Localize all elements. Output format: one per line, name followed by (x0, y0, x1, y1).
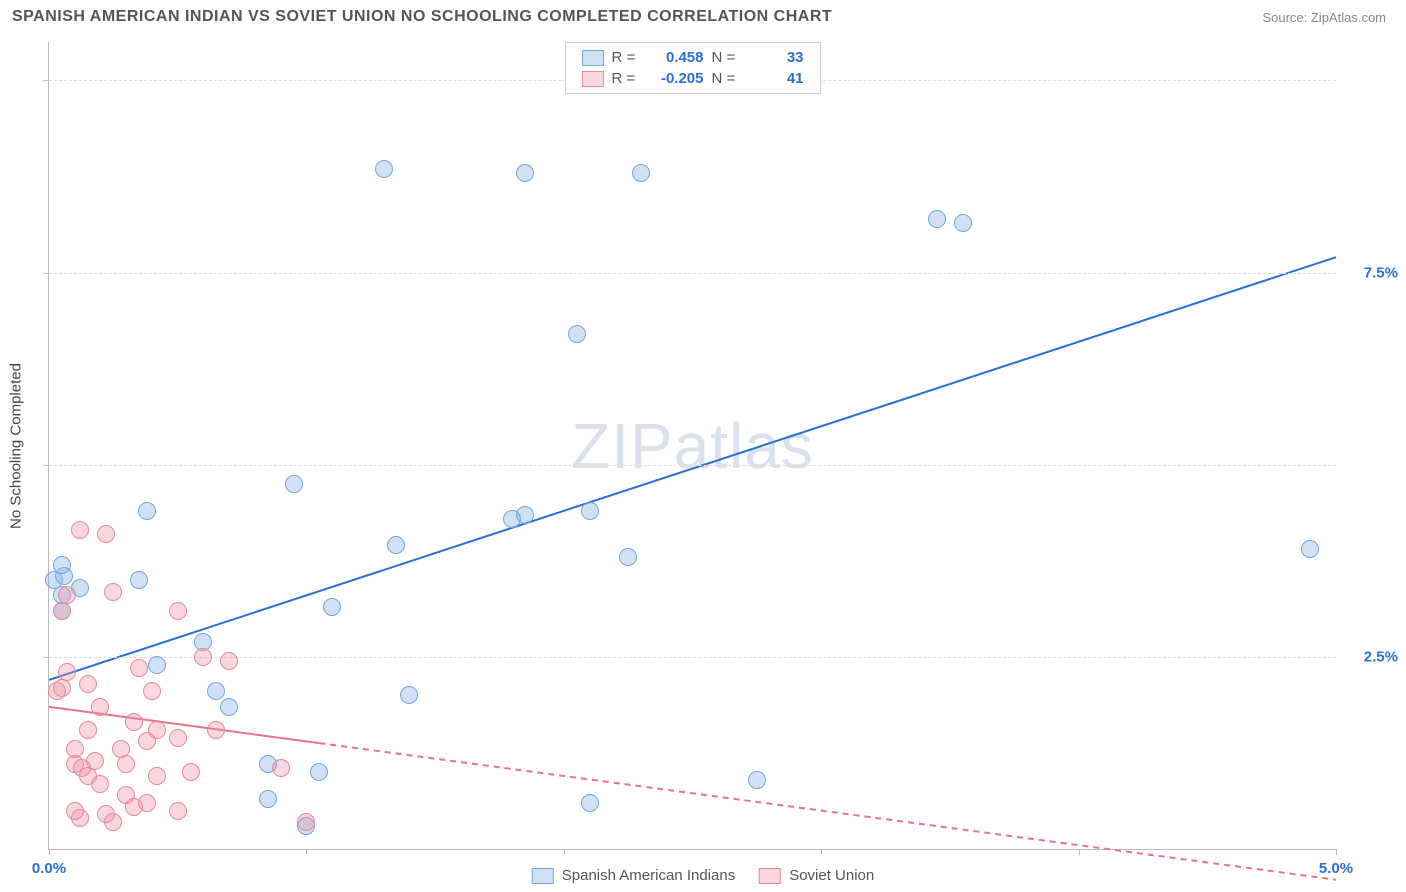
data-point (97, 525, 115, 543)
data-point (297, 813, 315, 831)
x-axis-label: 5.0% (1319, 860, 1353, 877)
data-point (194, 648, 212, 666)
data-point (86, 752, 104, 770)
legend-item-series2: Soviet Union (759, 867, 874, 884)
legend-label: Soviet Union (789, 867, 874, 884)
r-value-series1: 0.458 (648, 49, 704, 66)
data-point (954, 214, 972, 232)
data-point (104, 583, 122, 601)
series-legend: Spanish American Indians Soviet Union (532, 867, 875, 884)
data-point (148, 656, 166, 674)
data-point (79, 721, 97, 739)
data-point (220, 652, 238, 670)
data-point (581, 502, 599, 520)
data-point (71, 809, 89, 827)
data-point (259, 790, 277, 808)
watermark: ZIPatlas (571, 409, 814, 483)
regression-lines (49, 42, 1336, 849)
data-point (220, 698, 238, 716)
data-point (79, 675, 97, 693)
data-point (58, 586, 76, 604)
data-point (148, 767, 166, 785)
r-label: R = (612, 70, 640, 87)
r-label: R = (612, 49, 640, 66)
data-point (207, 721, 225, 739)
data-point (91, 775, 109, 793)
x-axis-label: 0.0% (32, 860, 66, 877)
data-point (1301, 540, 1319, 558)
n-label: N = (712, 49, 740, 66)
data-point (138, 794, 156, 812)
swatch-series1 (582, 50, 604, 66)
data-point (632, 164, 650, 182)
stat-legend: R = 0.458 N = 33 R = -0.205 N = 41 (565, 42, 821, 94)
data-point (104, 813, 122, 831)
data-point (516, 164, 534, 182)
data-point (619, 548, 637, 566)
data-point (58, 663, 76, 681)
data-point (581, 794, 599, 812)
data-point (117, 755, 135, 773)
data-point (323, 598, 341, 616)
y-axis-label: 7.5% (1342, 264, 1398, 281)
data-point (71, 521, 89, 539)
data-point (169, 802, 187, 820)
data-point (375, 160, 393, 178)
data-point (53, 556, 71, 574)
data-point (928, 210, 946, 228)
source-attribution: Source: ZipAtlas.com (1262, 10, 1386, 25)
stat-row-series2: R = -0.205 N = 41 (582, 68, 804, 89)
data-point (387, 536, 405, 554)
data-point (568, 325, 586, 343)
n-value-series2: 41 (748, 70, 804, 87)
data-point (207, 682, 225, 700)
data-point (169, 729, 187, 747)
swatch-series2 (759, 868, 781, 884)
swatch-series1 (532, 868, 554, 884)
scatter-chart: ZIPatlas R = 0.458 N = 33 R = -0.205 N =… (48, 42, 1336, 850)
data-point (143, 682, 161, 700)
swatch-series2 (582, 71, 604, 87)
data-point (748, 771, 766, 789)
data-point (53, 679, 71, 697)
data-point (138, 502, 156, 520)
data-point (285, 475, 303, 493)
stat-row-series1: R = 0.458 N = 33 (582, 47, 804, 68)
data-point (91, 698, 109, 716)
legend-item-series1: Spanish American Indians (532, 867, 735, 884)
data-point (272, 759, 290, 777)
data-point (125, 713, 143, 731)
y-axis-label: 2.5% (1342, 648, 1398, 665)
data-point (130, 571, 148, 589)
n-value-series1: 33 (748, 49, 804, 66)
data-point (148, 721, 166, 739)
data-point (400, 686, 418, 704)
data-point (516, 506, 534, 524)
legend-label: Spanish American Indians (562, 867, 735, 884)
data-point (66, 740, 84, 758)
r-value-series2: -0.205 (648, 70, 704, 87)
data-point (169, 602, 187, 620)
n-label: N = (712, 70, 740, 87)
y-axis-title: No Schooling Completed (8, 363, 25, 529)
data-point (130, 659, 148, 677)
data-point (310, 763, 328, 781)
data-point (182, 763, 200, 781)
chart-title: SPANISH AMERICAN INDIAN VS SOVIET UNION … (12, 8, 832, 26)
data-point (53, 602, 71, 620)
